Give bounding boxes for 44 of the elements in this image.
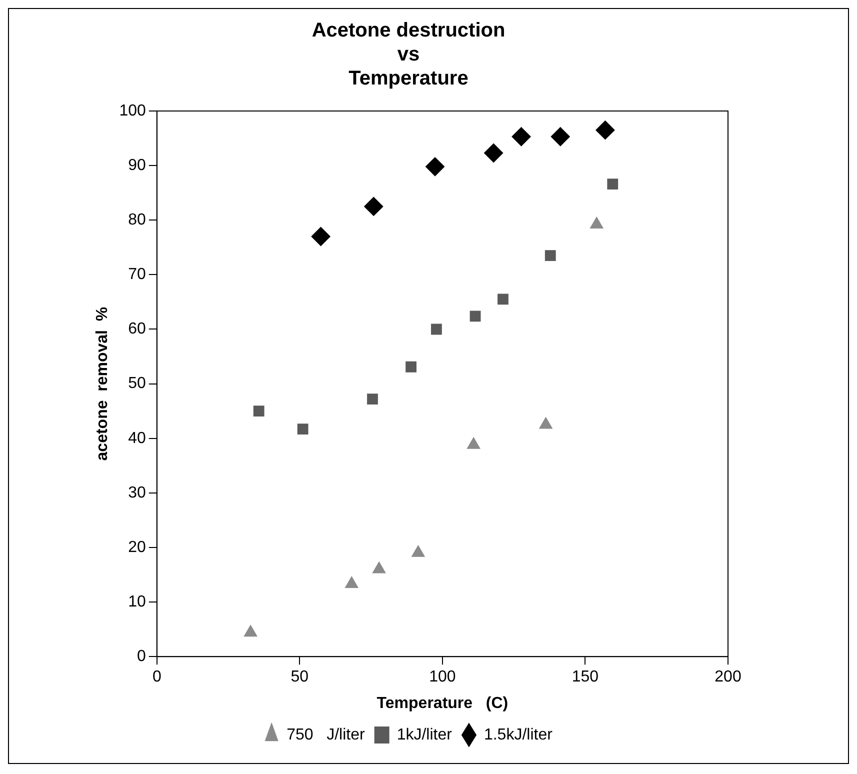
x-tick-label: 50 — [290, 668, 309, 686]
y-tick-label: 70 — [128, 266, 146, 284]
point — [364, 196, 384, 216]
point — [498, 294, 508, 305]
point — [372, 562, 386, 574]
legend-label: 1kJ/liter — [396, 726, 453, 744]
point — [311, 226, 330, 246]
legend-label: 750 J/liter — [286, 726, 366, 744]
point — [512, 127, 531, 146]
point — [345, 576, 358, 588]
x-tick-label: 0 — [152, 668, 162, 686]
x-axis-title: Temperature (C) — [376, 694, 508, 712]
x-tick-label: 100 — [429, 668, 456, 686]
point — [244, 625, 258, 637]
point — [431, 324, 442, 335]
y-tick-label: 60 — [128, 320, 146, 338]
point — [607, 178, 618, 190]
y-tick-label: 80 — [128, 212, 146, 229]
chart-title: Acetone destruction vs Temperature — [312, 20, 506, 90]
x-tick-label: 200 — [714, 668, 742, 686]
y-tick-label: 30 — [128, 484, 146, 502]
point — [412, 545, 425, 557]
point — [470, 310, 481, 322]
point — [484, 144, 504, 163]
y-tick-label: 100 — [119, 102, 146, 120]
point — [367, 394, 378, 405]
y-tick-label: 90 — [128, 156, 146, 174]
point — [539, 417, 552, 429]
y-tick-label: 50 — [128, 375, 146, 392]
point — [297, 424, 308, 435]
point — [467, 437, 480, 449]
y-tick-label: 40 — [128, 430, 146, 447]
legend-label: 1.5kJ/liter — [484, 726, 554, 744]
y-tick-label: 10 — [128, 593, 146, 610]
x-tick-label: 150 — [572, 668, 599, 686]
point — [544, 250, 556, 262]
point — [596, 120, 615, 140]
y-tick-label: 20 — [128, 538, 146, 556]
y-tick-label: 0 — [136, 648, 146, 666]
point — [426, 157, 445, 176]
point — [406, 361, 416, 372]
y-axis-title: acetone removal % — [94, 306, 112, 461]
point — [550, 127, 570, 146]
point — [253, 406, 264, 417]
